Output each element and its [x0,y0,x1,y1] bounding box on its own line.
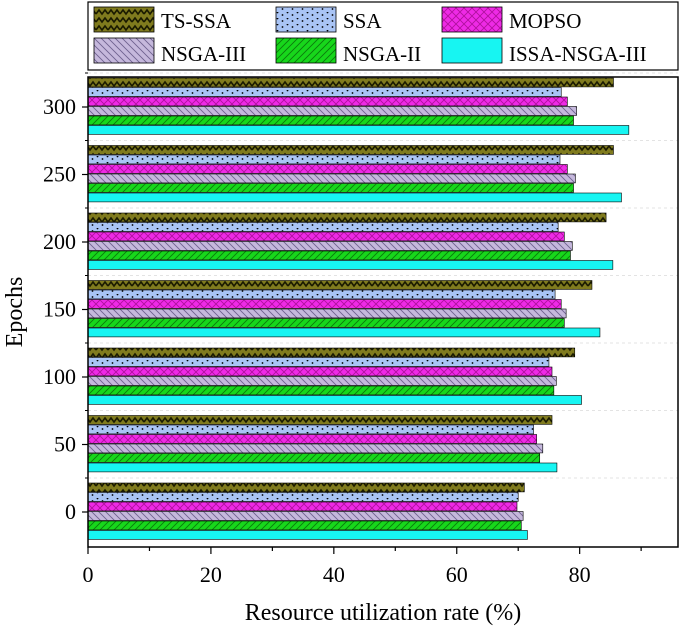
bar-nsga-ii-epoch-250 [87,183,574,193]
y-tick-label: 0 [65,499,76,524]
bar-mopso-epoch-150 [87,299,562,309]
bar-nsga-ii-epoch-300 [87,115,574,126]
bar-issa-nsga-iii-epoch-50 [87,462,558,473]
x-axis-label: Resource utilization rate (%) [245,600,522,626]
y-tick-label: 300 [43,94,76,119]
bar-issa-nsga-iii-epoch-200 [87,260,614,270]
bar-issa-nsga-iii-epoch-100 [87,395,582,405]
x-tick-label: 80 [569,562,591,587]
legend-label-nsga-ii: NSGA-II [343,42,421,66]
x-tick-label: 40 [323,562,345,587]
y-tick-label: 100 [43,364,76,389]
bar-issa-nsga-iii-epoch-0 [87,530,528,540]
legend-label-ts-ssa: TS-SSA [161,9,232,33]
bar-nsga-iii-epoch-0 [87,511,524,521]
bar-ts-ssa-epoch-150 [87,280,593,290]
bar-issa-nsga-iii-epoch-300 [87,125,630,135]
bar-mopso-epoch-0 [87,501,518,512]
y-tick-label: 200 [43,229,76,254]
x-axis: 0 20 40 60 80 [83,547,642,587]
bar-mopso-epoch-100 [87,366,553,377]
bar-nsga-ii-epoch-0 [87,520,522,531]
y-tick-label: 50 [54,432,76,457]
legend-label-issa-nsga-iii: ISSA-NSGA-III [509,42,647,66]
y-axis-label: Epochs [2,277,28,348]
bar-nsga-ii-epoch-150 [87,318,565,328]
bar-issa-nsga-iii-epoch-150 [87,327,601,338]
y-tick-label: 250 [43,162,76,187]
bar-nsga-iii-epoch-250 [87,173,576,184]
legend-swatch-issa-nsga-iii [441,37,503,64]
legend-swatch-mopso [441,6,503,33]
bar-ssa-epoch-50 [87,424,534,435]
bar-ssa-epoch-150 [87,289,556,300]
x-tick-label: 60 [446,562,468,587]
x-tick-label: 0 [83,562,94,587]
bar-issa-nsga-iii-epoch-250 [87,192,622,203]
legend-swatch-ts-ssa [93,6,155,33]
plot-frame [87,76,679,548]
bar-nsga-ii-epoch-100 [87,385,555,396]
bar-ssa-epoch-100 [87,357,550,367]
bar-nsga-iii-epoch-50 [87,443,544,454]
bar-ssa-epoch-0 [87,492,519,502]
bar-nsga-iii-epoch-100 [87,376,557,386]
legend-box [87,1,679,71]
legend-label-nsga-iii: NSGA-III [161,42,246,66]
bar-nsga-iii-epoch-300 [87,106,577,116]
bar-nsga-ii-epoch-200 [87,250,571,261]
bars-group [87,77,630,540]
bar-ts-ssa-epoch-50 [87,415,553,425]
bar-mopso-epoch-300 [87,96,568,107]
bar-ts-ssa-epoch-200 [87,212,607,223]
legend: TS-SSA SSA MOPSO NSGA-III NSGA-II ISSA-NSGA-I… [87,1,679,71]
bar-nsga-iii-epoch-150 [87,308,567,319]
bar-ts-ssa-epoch-300 [87,77,614,88]
grid-lines [88,72,678,479]
bar-nsga-ii-epoch-50 [87,453,541,463]
y-axis: 0 50 100 150 200 250 300 [43,72,88,524]
bar-ts-ssa-epoch-100 [87,347,576,358]
legend-label-ssa: SSA [343,9,382,33]
bar-mopso-epoch-50 [87,434,537,444]
legend-swatch-nsga-ii [275,37,337,64]
bar-ssa-epoch-250 [87,154,561,165]
y-tick-label: 150 [43,297,76,322]
legend-label-mopso: MOPSO [509,9,581,33]
bar-mopso-epoch-250 [87,164,568,174]
bar-mopso-epoch-200 [87,231,565,242]
bar-ssa-epoch-300 [87,87,562,97]
bar-ssa-epoch-200 [87,222,559,232]
legend-swatch-ssa [275,6,337,33]
legend-swatch-nsga-iii [93,37,155,64]
bar-ts-ssa-epoch-250 [87,145,614,155]
bar-nsga-iii-epoch-200 [87,241,573,251]
bar-ts-ssa-epoch-0 [87,482,525,493]
x-tick-label: 20 [200,562,222,587]
